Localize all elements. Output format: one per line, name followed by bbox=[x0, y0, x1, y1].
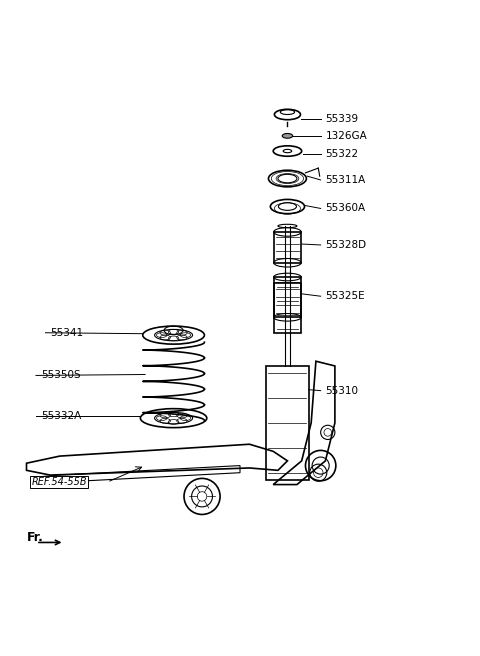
Text: 55339: 55339 bbox=[325, 114, 359, 124]
Text: 55360A: 55360A bbox=[325, 203, 366, 213]
Bar bbox=[274, 277, 301, 318]
Text: REF.54-55B: REF.54-55B bbox=[31, 477, 87, 487]
Ellipse shape bbox=[282, 133, 293, 138]
Text: 55332A: 55332A bbox=[41, 411, 81, 421]
Text: 55311A: 55311A bbox=[325, 175, 366, 185]
Text: 1326GA: 1326GA bbox=[325, 131, 367, 141]
Text: 55310: 55310 bbox=[325, 386, 359, 396]
Text: Fr.: Fr. bbox=[26, 531, 43, 544]
Text: 55341: 55341 bbox=[50, 328, 84, 338]
Text: 55325E: 55325E bbox=[325, 291, 365, 301]
Text: 55328D: 55328D bbox=[325, 240, 367, 250]
Text: 55322: 55322 bbox=[325, 149, 359, 159]
Bar bbox=[274, 232, 301, 263]
Text: 55350S: 55350S bbox=[41, 371, 80, 380]
